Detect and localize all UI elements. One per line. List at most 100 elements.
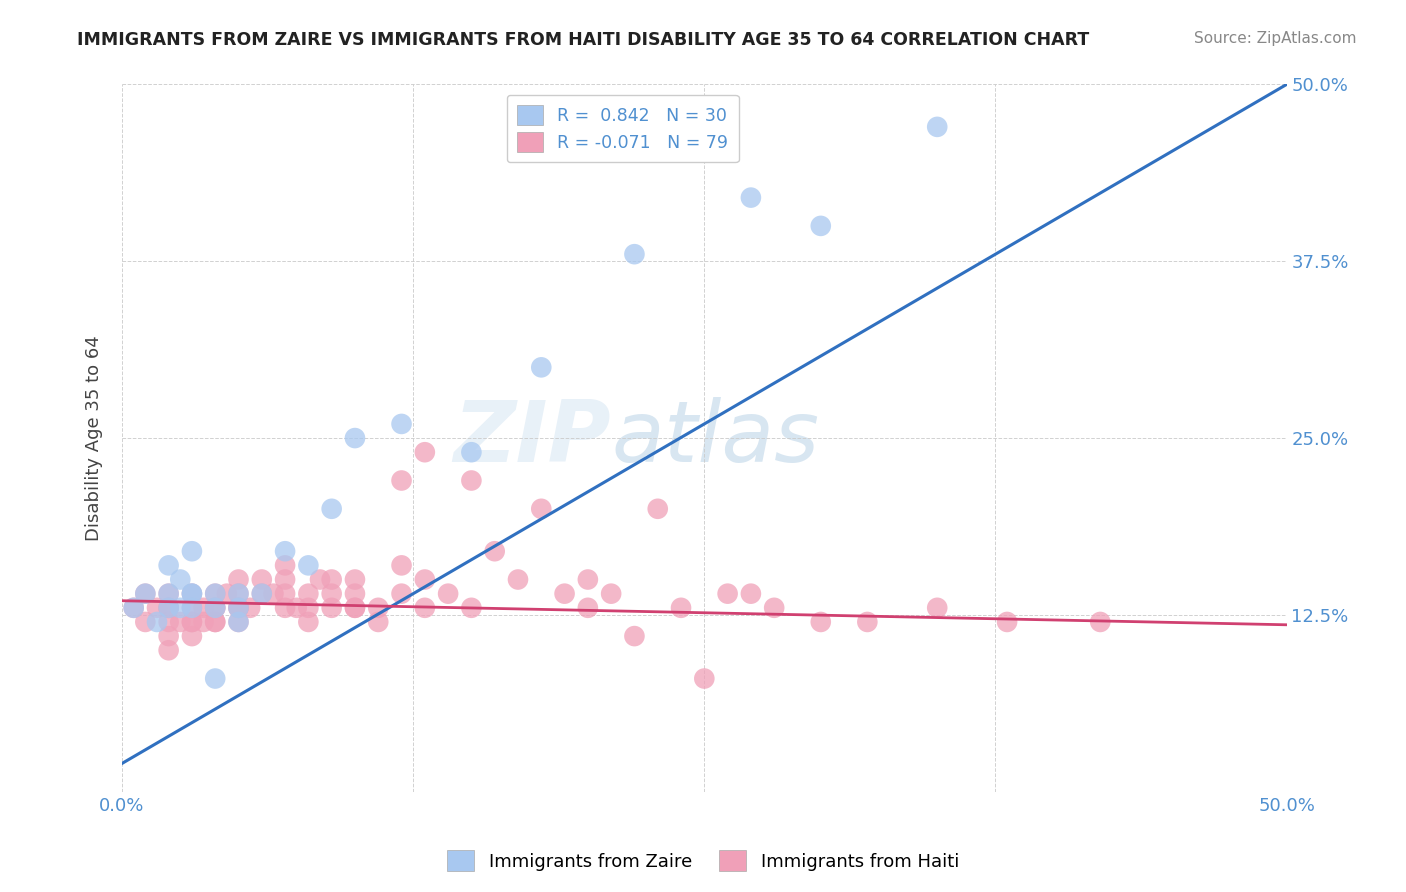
Text: Source: ZipAtlas.com: Source: ZipAtlas.com (1194, 31, 1357, 46)
Point (250, 573, 273, 587)
Point (274, 573, 297, 587)
Point (274, 558, 297, 573)
Point (193, 615, 215, 629)
Point (297, 600, 319, 615)
Point (250, 587, 273, 601)
Point (460, 600, 482, 615)
Point (204, 600, 226, 615)
Point (274, 587, 297, 601)
Point (600, 587, 623, 601)
Point (250, 587, 273, 601)
Point (204, 672, 226, 686)
Point (181, 544, 204, 558)
Point (413, 573, 436, 587)
Legend: R =  0.842   N = 30, R = -0.071   N = 79: R = 0.842 N = 30, R = -0.071 N = 79 (508, 95, 738, 162)
Point (215, 587, 238, 601)
Point (530, 360, 553, 375)
Point (321, 587, 343, 601)
Point (343, 600, 366, 615)
Point (181, 615, 204, 629)
Point (204, 600, 226, 615)
Point (122, 600, 145, 615)
Point (297, 587, 319, 601)
Point (157, 629, 180, 643)
Point (367, 600, 389, 615)
Point (157, 643, 180, 657)
Point (157, 615, 180, 629)
Point (228, 573, 250, 587)
Point (239, 600, 262, 615)
Point (391, 417, 413, 431)
Point (274, 600, 297, 615)
Point (204, 615, 226, 629)
Point (181, 615, 204, 629)
Point (297, 615, 319, 629)
Point (228, 615, 250, 629)
Point (181, 587, 204, 601)
Point (122, 600, 145, 615)
Point (204, 587, 226, 601)
Point (134, 615, 156, 629)
Text: ZIP: ZIP (454, 397, 612, 480)
Point (181, 600, 204, 615)
Point (181, 587, 204, 601)
Point (927, 600, 949, 615)
Point (169, 615, 191, 629)
Point (169, 600, 191, 615)
Point (228, 587, 250, 601)
Point (693, 672, 716, 686)
Point (367, 615, 389, 629)
Point (204, 615, 226, 629)
Point (262, 587, 284, 601)
Point (181, 587, 204, 601)
Point (576, 573, 599, 587)
Point (157, 600, 180, 615)
Text: atlas: atlas (612, 397, 820, 480)
Point (274, 544, 297, 558)
Point (146, 600, 169, 615)
Point (530, 501, 553, 516)
Point (506, 573, 529, 587)
Point (228, 615, 250, 629)
Point (576, 600, 599, 615)
Point (995, 615, 1018, 629)
Point (391, 474, 413, 488)
Point (554, 587, 576, 601)
Point (169, 573, 191, 587)
Point (437, 587, 460, 601)
Point (343, 573, 366, 587)
Point (228, 600, 250, 615)
Point (1090, 615, 1112, 629)
Point (927, 120, 949, 134)
Point (157, 600, 180, 615)
Point (484, 544, 506, 558)
Point (181, 600, 204, 615)
Point (204, 587, 226, 601)
Point (285, 600, 308, 615)
Point (391, 558, 413, 573)
Point (810, 615, 832, 629)
Point (460, 445, 482, 459)
Point (321, 501, 343, 516)
Point (134, 587, 156, 601)
Point (413, 600, 436, 615)
Point (157, 600, 180, 615)
Point (647, 501, 669, 516)
Point (146, 615, 169, 629)
Point (343, 600, 366, 615)
Point (669, 600, 692, 615)
Text: IMMIGRANTS FROM ZAIRE VS IMMIGRANTS FROM HAITI DISABILITY AGE 35 TO 64 CORRELATI: IMMIGRANTS FROM ZAIRE VS IMMIGRANTS FROM… (77, 31, 1090, 49)
Point (391, 587, 413, 601)
Point (856, 615, 879, 629)
Point (228, 600, 250, 615)
Point (460, 474, 482, 488)
Legend: Immigrants from Zaire, Immigrants from Haiti: Immigrants from Zaire, Immigrants from H… (440, 843, 966, 879)
Point (717, 587, 740, 601)
Point (623, 247, 645, 261)
Point (343, 587, 366, 601)
Point (134, 587, 156, 601)
Point (763, 600, 786, 615)
Point (181, 629, 204, 643)
Point (228, 600, 250, 615)
Point (157, 587, 180, 601)
